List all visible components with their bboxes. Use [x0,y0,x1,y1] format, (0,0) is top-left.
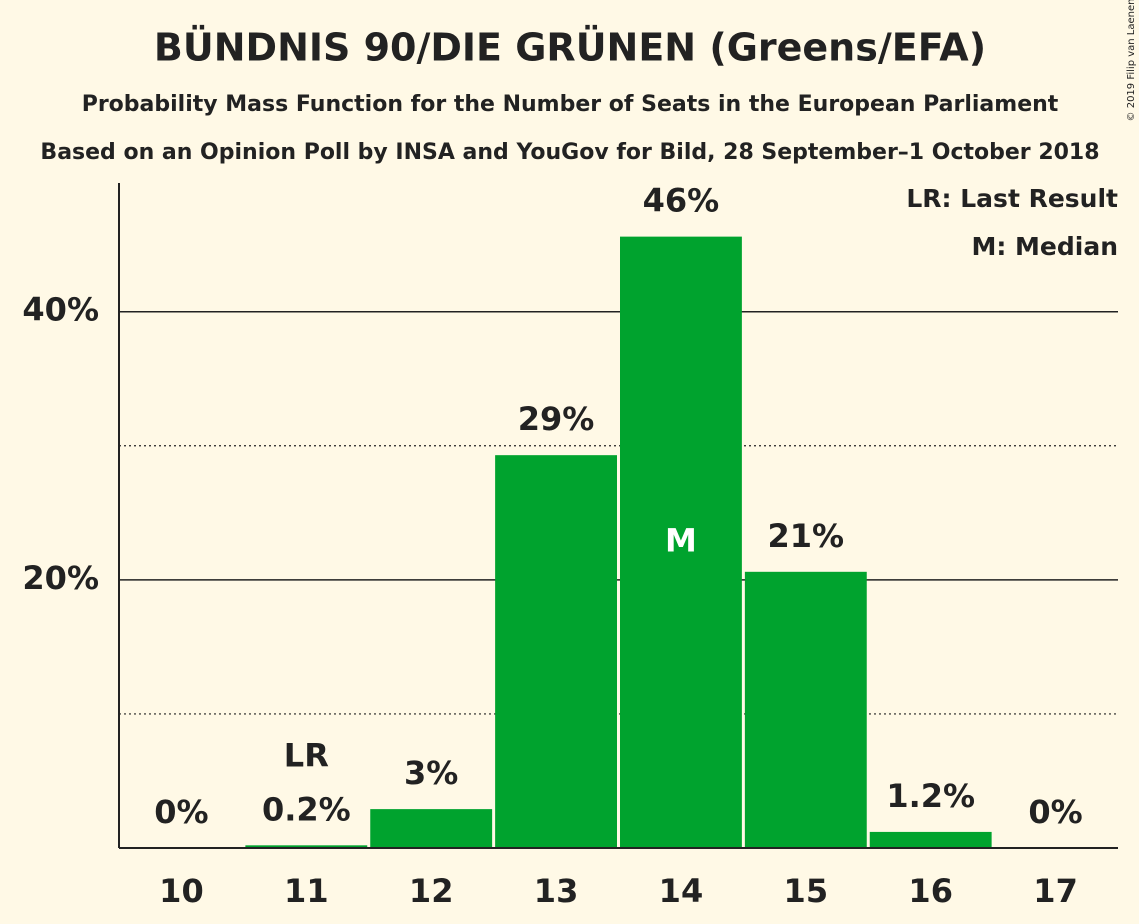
bar [495,455,617,848]
x-tick-label: 11 [284,872,329,910]
last-result-marker: LR [284,736,329,774]
chart-subtitle: Based on an Opinion Poll by INSA and You… [40,140,1099,165]
value-label: 0.2% [262,790,351,828]
bar [370,809,493,848]
x-tick-label: 14 [659,872,704,910]
x-tick-label: 16 [908,872,953,910]
value-label: 46% [643,182,720,220]
legend-entry: LR: Last Result [906,184,1118,213]
x-tick-label: 17 [1033,872,1078,910]
value-label: 29% [518,400,595,438]
value-label: 1.2% [886,777,975,815]
bar [620,236,742,848]
median-marker: M [665,521,697,559]
value-label: 3% [404,754,458,792]
value-label: 0% [154,793,208,831]
y-tick-label: 40% [22,291,99,329]
value-label: 21% [768,517,845,555]
bar [744,571,867,848]
x-tick-label: 15 [784,872,829,910]
y-tick-label: 20% [22,559,99,597]
x-tick-label: 10 [159,872,204,910]
legend-entry: M: Median [971,232,1118,261]
bar [245,845,368,848]
chart-title: BÜNDNIS 90/DIE GRÜNEN (Greens/EFA) [154,26,986,70]
bar [869,831,992,848]
chart-subtitle: Probability Mass Function for the Number… [82,92,1059,117]
value-label: 0% [1028,793,1082,831]
x-tick-label: 12 [409,872,454,910]
copyright: © 2019 Filip van Laenen [1126,0,1137,121]
x-tick-label: 13 [534,872,579,910]
